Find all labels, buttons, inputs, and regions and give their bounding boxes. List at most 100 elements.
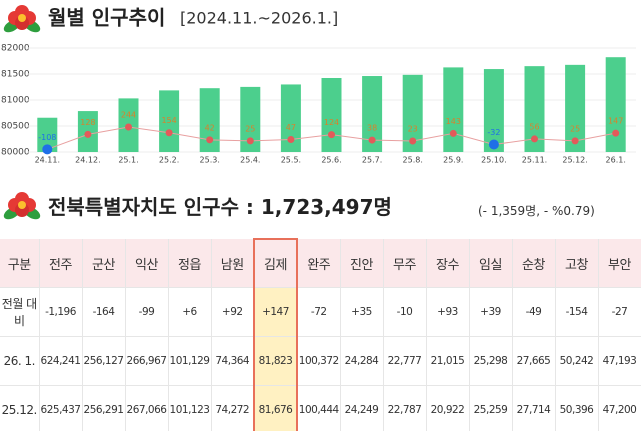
- x-tick-label: 25.6.: [321, 156, 341, 165]
- table-cell: 전월 대비: [0, 287, 40, 337]
- x-tick-label: 25.1.: [118, 156, 138, 165]
- change-point: [328, 131, 335, 139]
- table-cell: 임실: [469, 239, 513, 288]
- bar: [524, 66, 545, 152]
- table-cell: -10: [383, 287, 427, 337]
- table-cell: -99: [125, 287, 169, 337]
- table-cell: +6: [168, 287, 212, 337]
- x-tick-label: 25.8.: [403, 156, 423, 165]
- table-cell: +93: [426, 287, 470, 337]
- bar: [402, 74, 423, 152]
- table-cell: -49: [512, 287, 556, 337]
- x-tick-label: 25.2.: [159, 156, 179, 165]
- bar: [37, 117, 58, 152]
- table-cell: 22,787: [383, 385, 427, 431]
- table-cell: 266,967: [125, 336, 169, 386]
- x-tick-label: 24.12.: [75, 156, 100, 165]
- x-tick-label: 25.12.: [562, 156, 587, 165]
- change-point: [246, 137, 254, 145]
- bar: [362, 76, 383, 152]
- table-cell: -154: [555, 287, 599, 337]
- y-tick-label: 80000: [1, 148, 30, 158]
- chart-title: 월별 인구추이: [48, 6, 165, 30]
- x-tick-label: 26.1.: [606, 156, 626, 165]
- table-cell: 47,200: [598, 385, 641, 431]
- data-label: 56: [529, 122, 539, 131]
- table-cell: -72: [297, 287, 341, 337]
- bar: [605, 57, 626, 153]
- x-tick-label: 25.5.: [281, 156, 301, 165]
- table-cell: 군산: [82, 239, 126, 288]
- x-tick-label: 24.11.: [35, 156, 60, 165]
- change-point: [206, 136, 214, 144]
- table-cell: 625,437: [39, 385, 83, 431]
- table-cell: 27,665: [512, 336, 556, 386]
- table-cell: 26. 1.: [0, 336, 40, 386]
- chart-subtitle: [2024.11.~2026.1.]: [180, 9, 338, 28]
- data-label: 244: [121, 111, 136, 120]
- table-cell: 장수: [426, 239, 470, 288]
- change-point: [449, 129, 457, 137]
- table-cell: 21,015: [426, 336, 470, 386]
- table-row: 전월 대비 -1,196 -164 -99 +6 +92 +147 -72 +35 -10 +93 +…: [0, 287, 641, 337]
- table-cell: 25,298: [469, 336, 513, 386]
- table-cell: 25,259: [469, 385, 513, 431]
- data-label: 42: [205, 123, 215, 132]
- x-tick-label: 25.10.: [481, 156, 506, 165]
- change-point: [84, 130, 92, 138]
- table-cell: 256,291: [82, 385, 126, 431]
- flower-icon: [3, 5, 41, 33]
- table-cell: 74,364: [211, 336, 255, 386]
- y-tick-label: 81500: [1, 70, 30, 80]
- flower-icon: [3, 192, 41, 220]
- table-cell: 100,444: [297, 385, 341, 431]
- table-cell: 김제: [253, 238, 298, 288]
- data-label: -32: [487, 128, 500, 137]
- data-label: -108: [38, 133, 56, 142]
- table-cell: 74,272: [211, 385, 255, 431]
- table-cell: -1,196: [39, 287, 83, 337]
- bar: [443, 67, 464, 152]
- table-cell: 구분: [0, 239, 40, 288]
- data-label: 38: [367, 124, 377, 133]
- x-tick-label: 25.3.: [200, 156, 220, 165]
- table-cell: 남원: [211, 239, 255, 288]
- summary-note: (- 1,359명, - %0.79): [478, 204, 595, 218]
- change-point: [42, 144, 53, 155]
- table-cell: 256,127: [82, 336, 126, 386]
- table-cell: 50,396: [555, 385, 599, 431]
- table-cell: +35: [340, 287, 384, 337]
- table-cell: -164: [82, 287, 126, 337]
- change-point: [165, 129, 173, 137]
- table-cell: -27: [598, 287, 641, 337]
- table-cell: 순창: [512, 239, 556, 288]
- table-cell: 101,129: [168, 336, 212, 386]
- y-tick-label: 81000: [1, 96, 30, 106]
- table-cell: 47,193: [598, 336, 641, 386]
- table-row: 25.12. 625,437 256,291 267,066 101,123 74,272…: [0, 385, 641, 431]
- change-point: [612, 129, 620, 137]
- table-cell: 부안: [598, 239, 641, 288]
- change-point: [488, 139, 499, 150]
- bar: [240, 86, 261, 152]
- bar: [159, 90, 180, 152]
- table-cell: 267,066: [125, 385, 169, 431]
- bar: [199, 88, 220, 152]
- table-cell: 27,714: [512, 385, 556, 431]
- table-cell: 24,284: [340, 336, 384, 386]
- table-cell: 101,123: [168, 385, 212, 431]
- table-cell: 정읍: [168, 239, 212, 288]
- x-tick-label: 25.9.: [443, 156, 463, 165]
- x-tick-label: 25.4.: [240, 156, 260, 165]
- data-label: 154: [161, 116, 176, 125]
- table-cell: 20,922: [426, 385, 470, 431]
- table-cell: 22,777: [383, 336, 427, 386]
- table-cell: 100,372: [297, 336, 341, 386]
- data-label: 124: [324, 118, 339, 127]
- table-cell: 24,249: [340, 385, 384, 431]
- bar: [483, 69, 504, 152]
- table-row: 구분 전주 군산 익산 정읍 남원 김제 완주 진안 무주 장수 임실 순창 고창 부안: [0, 238, 641, 288]
- data-label: 143: [446, 117, 461, 126]
- table-cell: 624,241: [39, 336, 83, 386]
- data-label: 23: [408, 125, 418, 134]
